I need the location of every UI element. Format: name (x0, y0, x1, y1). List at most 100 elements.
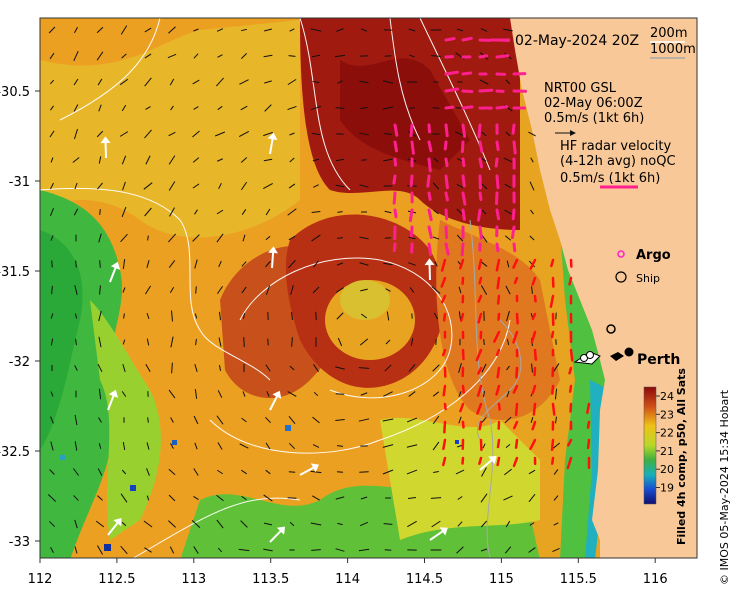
model-arrow (336, 312, 344, 320)
model-arrow (456, 546, 464, 554)
model-arrow (121, 469, 127, 475)
model-arrow (50, 391, 54, 397)
hf-arrow (408, 208, 414, 223)
contour-legend-1000: 1000m (650, 42, 696, 57)
model-arrow (266, 285, 270, 295)
model-arrow (382, 418, 394, 422)
model-arrow (291, 311, 293, 321)
model-arrow (315, 311, 317, 321)
radar-arrow (568, 366, 573, 375)
hf-arrow (461, 191, 467, 206)
model-arrow (481, 416, 487, 424)
model-arrow (170, 336, 174, 348)
argo-arrow (107, 394, 115, 411)
radar-arrow (530, 330, 537, 344)
argo-drift-arrows (100, 132, 497, 543)
radar-arrow (440, 294, 447, 304)
model-arrow (483, 338, 485, 346)
model-arrow (504, 546, 512, 554)
credit-label: © IMOS 05-May-2024 15:34 Hobart (718, 389, 731, 585)
radar-arrow (478, 420, 483, 431)
model-arrow (192, 79, 200, 85)
model-arrow (313, 391, 319, 397)
radar-legend-line-1: HF radar velocity (560, 139, 672, 154)
model-arrow (239, 79, 249, 85)
model-arrow (238, 130, 250, 138)
model-arrow (242, 234, 246, 242)
model-arrow (481, 131, 487, 137)
model-arrow (432, 107, 440, 109)
model-arrow (430, 497, 442, 499)
model-arrow (49, 469, 55, 475)
model-arrow (458, 416, 462, 424)
model-arrow (144, 129, 152, 139)
radar-arrow (586, 420, 591, 429)
model-arrow (74, 414, 78, 426)
model-arrow (74, 441, 78, 451)
model-arrow (263, 182, 273, 190)
model-arrow (145, 364, 151, 372)
hf-arrow (409, 225, 414, 238)
model-arrow (406, 417, 418, 423)
model-arrow (119, 131, 129, 137)
model-arrow (311, 132, 321, 136)
model-arrow (169, 546, 175, 554)
model-arrow (531, 363, 533, 373)
colorbar-tick-label: 20 (660, 463, 674, 476)
model-arrow (120, 545, 128, 555)
model-arrow (194, 442, 198, 450)
model-arrow (193, 415, 199, 425)
hf-radar-arrows (392, 36, 527, 257)
model-arrow (382, 469, 394, 475)
hf-arrow (444, 123, 449, 138)
model-arrow (263, 548, 273, 552)
model-arrow (50, 105, 54, 111)
model-arrow (97, 468, 103, 476)
model-arrow (456, 183, 464, 189)
model-arrow (73, 128, 79, 140)
model-arrow (216, 209, 224, 215)
model-arrow (265, 416, 271, 424)
model-arrow (506, 390, 510, 398)
model-arrow (73, 26, 79, 34)
model-arrow (531, 286, 533, 294)
model-arrow (313, 364, 319, 372)
radar-arrow (533, 294, 537, 303)
radar-arrow (529, 438, 537, 451)
model-arrow (334, 54, 346, 58)
argo-arrowhead (310, 463, 320, 473)
model-arrow (506, 260, 510, 268)
model-arrow (287, 78, 297, 86)
model-arrow (121, 53, 127, 59)
model-arrow (360, 496, 368, 500)
radar-arrow (475, 348, 483, 362)
model-arrow (74, 546, 78, 554)
model-arrow (360, 313, 368, 319)
radar-arrow (569, 348, 574, 362)
plot-frame (39, 17, 698, 559)
model-arrow (290, 285, 294, 295)
model-arrow (216, 285, 224, 295)
hf-arrow (444, 37, 456, 42)
model-arrow (288, 415, 296, 425)
model-arrow (96, 130, 104, 138)
model-arrow (431, 520, 441, 528)
model-arrow (503, 157, 513, 163)
model-arrow (312, 81, 320, 83)
model-arrow (192, 130, 200, 138)
model-arrow (48, 520, 56, 528)
radar-arrow (495, 384, 501, 396)
model-arrow (97, 495, 103, 501)
model-arrow (98, 310, 102, 322)
model-arrow (506, 365, 510, 371)
model-arrow (407, 520, 417, 528)
model-arrow (97, 363, 103, 373)
model-arrow (50, 547, 54, 553)
radar-arrow (496, 276, 501, 290)
model-arrow (289, 132, 295, 136)
ship-marker (606, 324, 616, 334)
model-arrow (146, 468, 150, 476)
model-arrow (217, 54, 223, 58)
model-arrow (287, 105, 297, 111)
model-arrow (240, 469, 248, 475)
